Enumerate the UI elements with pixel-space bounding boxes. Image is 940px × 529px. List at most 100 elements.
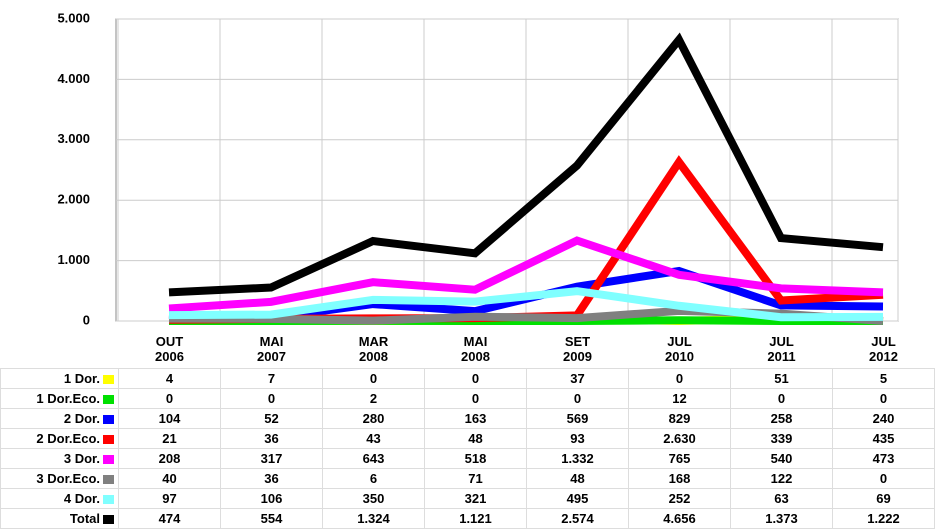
table-cell: 339 xyxy=(730,428,833,449)
value-label: 518 xyxy=(464,451,487,466)
corner xyxy=(1,330,119,369)
value-label: 4 xyxy=(165,371,174,386)
table-cell: 48 xyxy=(424,428,527,449)
value-label: 52 xyxy=(264,411,279,426)
table-cell: 0 xyxy=(118,388,221,409)
value-label: 829 xyxy=(668,411,691,426)
x-tick-cell: SET 2009 xyxy=(527,330,629,369)
legend-label: 3 Dor.Eco. xyxy=(36,471,100,486)
table-cell: 0 xyxy=(424,368,527,389)
table-cell: 4.656 xyxy=(628,508,731,529)
x-tick-cell: JUL 2010 xyxy=(629,330,731,369)
y-tick-label: 1.000 xyxy=(57,252,90,267)
table-cell: 106 xyxy=(220,488,323,509)
x-tick-label: OUT 2006 xyxy=(155,334,184,364)
value-label: 106 xyxy=(260,491,283,506)
value-label: 93 xyxy=(570,431,585,446)
table-cell: 48 xyxy=(526,468,629,489)
series-line xyxy=(168,287,884,322)
table-row: Total 474 554 1.324 1.121 2.574 4.656 1.373 1.22… xyxy=(0,508,935,529)
table-cell: 0 xyxy=(832,388,935,409)
table-row: 3 Dor.Eco. 40 36 6 71 48 168 122 0 xyxy=(0,468,935,489)
value-label: 69 xyxy=(876,491,891,506)
value-label: 1.332 xyxy=(561,451,594,466)
table-cell: 0 xyxy=(322,368,425,389)
x-tick-label: JUL 2010 xyxy=(665,334,694,364)
legend-cell: 1 Dor. xyxy=(0,368,119,389)
table-cell: 569 xyxy=(526,408,629,429)
value-label: 0 xyxy=(573,391,582,406)
table-cell: 0 xyxy=(424,388,527,409)
value-label: 48 xyxy=(570,471,585,486)
table-cell: 163 xyxy=(424,408,527,429)
value-label: 252 xyxy=(668,491,691,506)
legend-swatch xyxy=(103,515,114,525)
value-label: 163 xyxy=(464,411,487,426)
table-row: 2 Dor. 104 52 280 163 569 829 258 240 xyxy=(0,408,935,429)
table-row: 1 Dor.Eco. 0 0 2 0 0 12 0 0 xyxy=(0,388,935,409)
y-tick-label: 4.000 xyxy=(57,71,90,86)
value-label: 495 xyxy=(566,491,589,506)
legend-swatch xyxy=(103,495,114,505)
table-cell: 21 xyxy=(118,428,221,449)
table-cell: 93 xyxy=(526,428,629,449)
legend-swatch xyxy=(103,395,114,405)
value-label: 474 xyxy=(158,511,181,526)
value-label: 258 xyxy=(770,411,793,426)
table-cell: 97 xyxy=(118,488,221,509)
table-cell: 69 xyxy=(832,488,935,509)
value-label: 435 xyxy=(872,431,895,446)
table-cell: 208 xyxy=(118,448,221,469)
legend-label: 2 Dor. xyxy=(63,411,100,426)
table-cell: 540 xyxy=(730,448,833,469)
table-cell: 1.222 xyxy=(832,508,935,529)
table-cell: 765 xyxy=(628,448,731,469)
x-tick-label: MAI 2008 xyxy=(461,334,490,364)
value-label: 0 xyxy=(471,391,480,406)
table-cell: 2.574 xyxy=(526,508,629,529)
value-label: 2.630 xyxy=(663,431,696,446)
value-label: 7 xyxy=(267,371,276,386)
table-cell: 63 xyxy=(730,488,833,509)
legend-swatch xyxy=(103,375,114,385)
legend-cell: Total xyxy=(0,508,119,529)
value-label: 71 xyxy=(468,471,483,486)
table-cell: 435 xyxy=(832,428,935,449)
y-tick-label: 0 xyxy=(83,312,90,327)
x-tick-cell: MAI 2008 xyxy=(425,330,527,369)
table-cell: 1.121 xyxy=(424,508,527,529)
table-cell: 1.373 xyxy=(730,508,833,529)
table-cell: 12 xyxy=(628,388,731,409)
value-label: 473 xyxy=(872,451,895,466)
table-cell: 51 xyxy=(730,368,833,389)
value-label: 0 xyxy=(369,371,378,386)
value-label: 2 xyxy=(369,391,378,406)
legend-label: 1 Dor. xyxy=(63,371,100,386)
table-row: 3 Dor. 208 317 643 518 1.332 765 540 473 xyxy=(0,448,935,469)
table-cell: 71 xyxy=(424,468,527,489)
table-cell: 7 xyxy=(220,368,323,389)
value-label: 122 xyxy=(770,471,793,486)
value-label: 0 xyxy=(471,371,480,386)
table-cell: 43 xyxy=(322,428,425,449)
table-cell: 473 xyxy=(832,448,935,469)
value-label: 1.373 xyxy=(765,511,798,526)
legend-label: 4 Dor. xyxy=(63,491,100,506)
table-row: 2 Dor.Eco. 21 36 43 48 93 2.630 339 435 xyxy=(0,428,935,449)
value-label: 540 xyxy=(770,451,793,466)
table-cell: 37 xyxy=(526,368,629,389)
table-cell: 40 xyxy=(118,468,221,489)
value-label: 5 xyxy=(879,371,888,386)
table-cell: 1.324 xyxy=(322,508,425,529)
legend-swatch xyxy=(103,455,114,465)
series-line xyxy=(168,32,884,297)
value-label: 4.656 xyxy=(663,511,696,526)
table-cell: 495 xyxy=(526,488,629,509)
value-label: 168 xyxy=(668,471,691,486)
table-cell: 0 xyxy=(220,388,323,409)
value-label: 21 xyxy=(162,431,177,446)
legend-cell: 2 Dor. xyxy=(0,408,119,429)
table-cell: 829 xyxy=(628,408,731,429)
value-label: 40 xyxy=(162,471,177,486)
